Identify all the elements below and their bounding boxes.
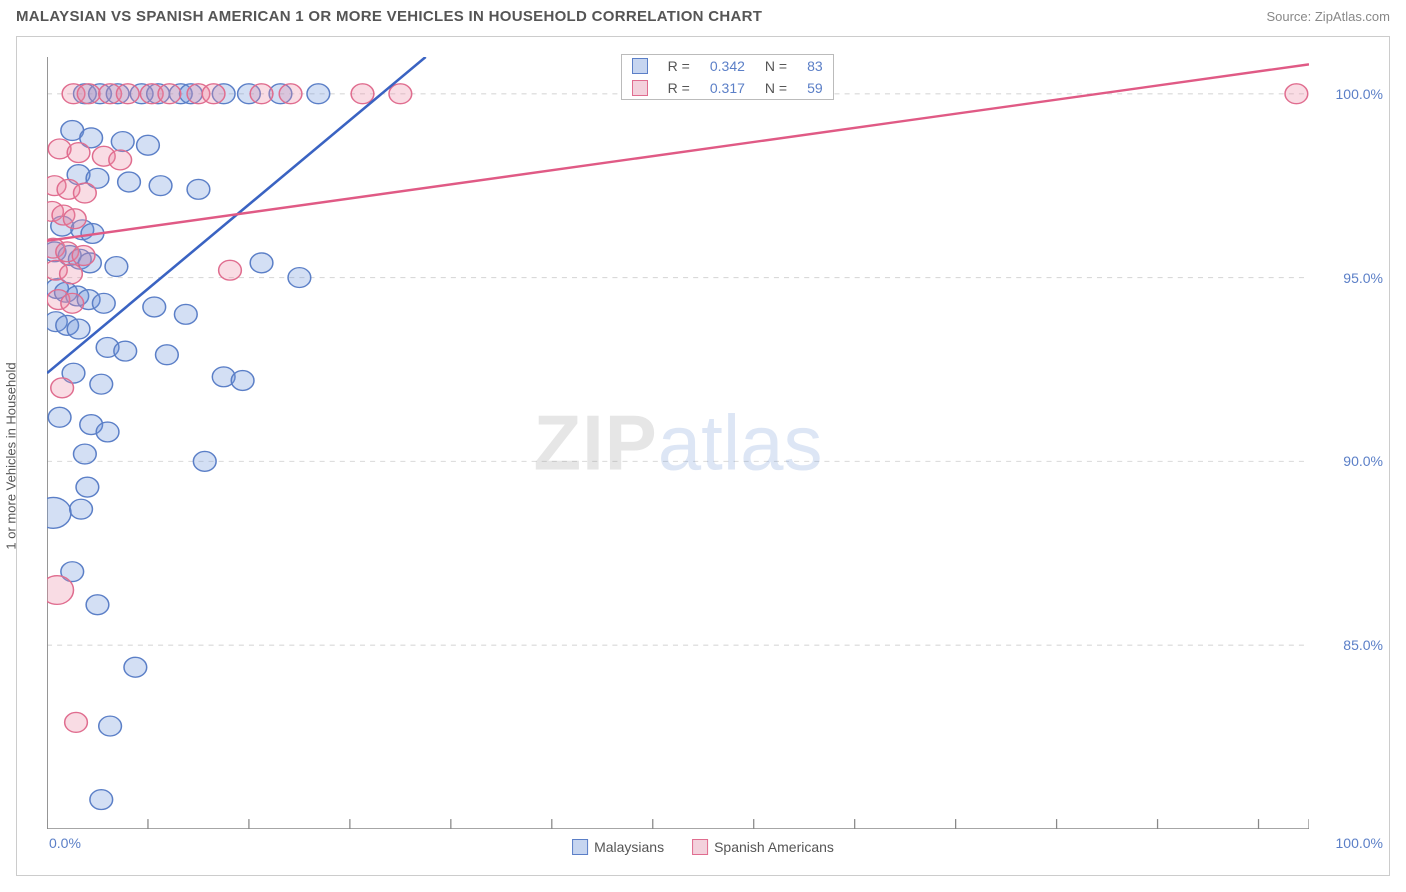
legend-item: Spanish Americans [692,839,834,855]
correlation-stats-box: R =0.342N =83R =0.317N =59 [621,54,834,100]
legend-bottom: Malaysians Spanish Americans [572,839,834,855]
stats-row: R =0.342N =83 [622,55,833,77]
y-tick-label: 90.0% [1343,453,1383,469]
y-tick-label: 100.0% [1336,86,1383,102]
source-link[interactable]: ZipAtlas.com [1315,9,1390,24]
chart-header: MALAYSIAN VS SPANISH AMERICAN 1 OR MORE … [0,0,1406,29]
y-tick-label: 95.0% [1343,270,1383,286]
y-tick-label: 85.0% [1343,637,1383,653]
chart-container: 1 or more Vehicles in Household ZIPatlas… [16,36,1390,876]
chart-source: Source: ZipAtlas.com [1266,9,1390,24]
chart-title: MALAYSIAN VS SPANISH AMERICAN 1 OR MORE … [16,8,762,25]
legend-item: Malaysians [572,839,664,855]
stats-table: R =0.342N =83R =0.317N =59 [622,55,833,99]
plot-area: ZIPatlas [47,57,1309,829]
stats-row: R =0.317N =59 [622,77,833,99]
x-tick-max: 100.0% [1336,835,1383,851]
source-prefix: Source: [1266,9,1314,24]
x-tick-min: 0.0% [49,835,81,851]
y-axis-label: 1 or more Vehicles in Household [4,362,19,549]
scatter-svg [47,57,1309,829]
